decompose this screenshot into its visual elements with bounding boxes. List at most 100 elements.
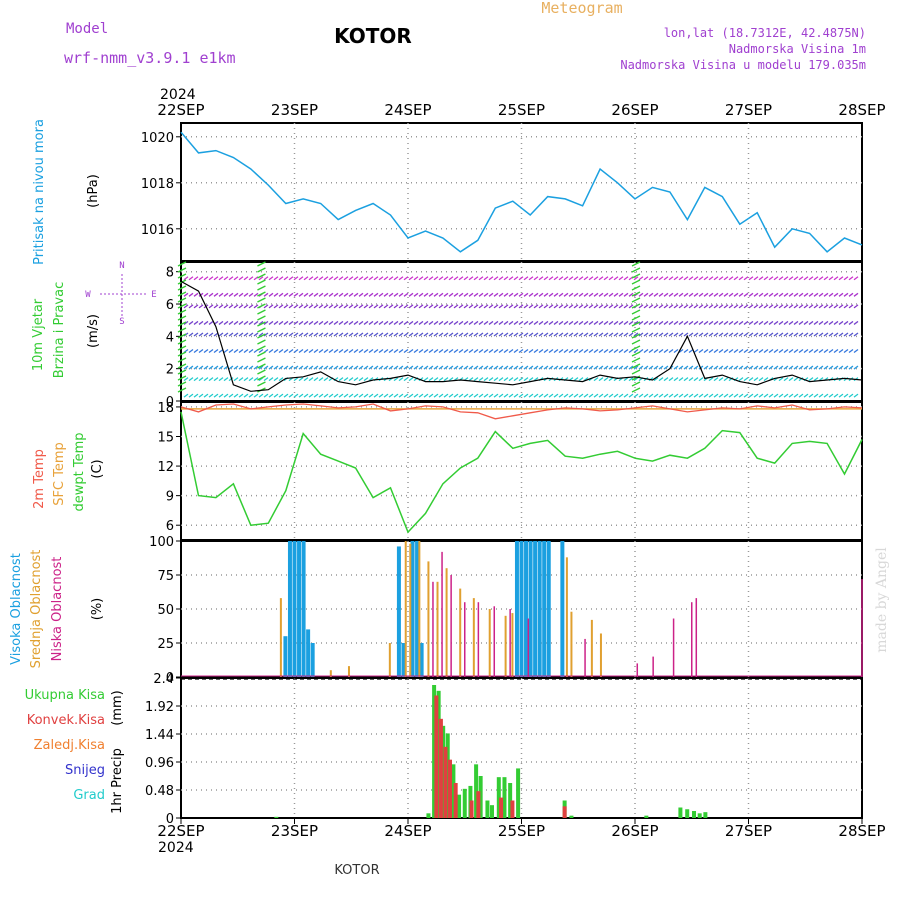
temp-legend-dewpt: dewpt Temp <box>72 432 87 511</box>
cloud-bar <box>410 541 415 677</box>
precip-bar <box>432 685 437 818</box>
precip-legend-total: Ukupna Kisa <box>25 688 105 703</box>
cloud-bar <box>546 541 551 677</box>
precip-label: 1hr Precip <box>110 748 125 814</box>
precip-bar <box>678 807 683 818</box>
precip-bar <box>489 805 494 818</box>
cloud-bar <box>401 643 406 677</box>
precip-bar <box>469 800 474 818</box>
wind-barb-row <box>183 348 859 354</box>
cloud-bar <box>493 606 496 677</box>
cloud-bar <box>691 602 693 677</box>
cloud-bar <box>528 541 533 677</box>
cloud-bar <box>519 541 524 677</box>
footer-station: KOTOR <box>334 863 379 878</box>
precip-legend-conv: Konvek.Kisa <box>27 713 105 728</box>
cloud-bar <box>472 598 475 677</box>
precip-bar <box>644 815 649 818</box>
y-tick-label: 15 <box>157 431 174 446</box>
wind-barb-row <box>183 365 859 370</box>
precip-bar <box>499 797 504 818</box>
precip-bar <box>562 806 567 818</box>
y-tick-label: 0 <box>166 671 174 686</box>
x-tick-label-top: 22SEP <box>157 101 204 119</box>
precip-bar <box>443 746 448 818</box>
cloud-bar <box>419 643 424 677</box>
precip-bar <box>496 777 501 818</box>
x-tick-label-top: 23SEP <box>271 101 318 119</box>
cloud-bar <box>415 541 420 677</box>
precip-bar <box>476 791 481 818</box>
y-tick-label: 100 <box>149 535 174 550</box>
cloud-bar <box>297 541 302 677</box>
y-tick-label: 12 <box>157 460 174 475</box>
wind-barb-row <box>183 393 859 398</box>
precip-bar <box>485 800 490 818</box>
wind-barb-row <box>183 332 859 337</box>
x-tick-label-bottom: 26SEP <box>611 822 658 840</box>
station-title: KOTOR <box>334 24 412 48</box>
cloud-bar <box>511 613 514 677</box>
cloud-bar <box>450 575 452 677</box>
precip-legend-snow: Snijeg <box>65 763 105 778</box>
cloud-bar <box>527 618 530 677</box>
y-tick-label: 1018 <box>141 177 174 192</box>
wind-label-line2: Brzina i Pravac <box>52 282 67 379</box>
y-tick-label: 0.48 <box>145 784 174 799</box>
cloud-bar <box>292 541 297 677</box>
cloud-bar <box>590 619 593 677</box>
cloud-bar <box>409 543 412 677</box>
cloud-bar <box>306 629 311 677</box>
cloud-bar <box>652 656 654 677</box>
precip-bar <box>438 718 443 818</box>
precip-bar <box>697 813 702 818</box>
precip-bar <box>516 768 521 818</box>
wind-speed-line <box>180 280 863 392</box>
year-top: 2024 <box>160 87 196 103</box>
precip-bar <box>508 783 513 818</box>
precip-bar <box>502 777 507 818</box>
precip-bar <box>426 813 431 818</box>
product-title: Meteogram <box>541 0 622 17</box>
cloud-bar <box>436 581 439 677</box>
cloud-bar <box>560 541 565 677</box>
wind-barb-row <box>183 320 859 325</box>
cloud-bar <box>570 611 573 677</box>
y-tick-label: 1.92 <box>145 700 174 715</box>
precip-bar <box>434 695 439 818</box>
y-tick-label: 75 <box>157 569 174 584</box>
plot-area: 1016101810200246869121518025507510000.48… <box>141 101 886 840</box>
x-tick-label-top: 27SEP <box>725 101 772 119</box>
cloud-bar <box>418 541 421 677</box>
y-tick-label: 8 <box>166 266 174 281</box>
temp-legend-2m: 2m Temp <box>32 449 47 509</box>
cloud-bar <box>537 541 542 677</box>
model-name: wrf-nmm_v3.9.1 e1km <box>64 49 236 67</box>
temp-unit: (C) <box>90 459 105 478</box>
cloud-bar <box>301 541 306 677</box>
cloud-bar <box>432 581 434 677</box>
precip-bar <box>510 800 515 818</box>
precip-bar <box>453 783 458 818</box>
cloud-bar <box>445 568 448 677</box>
y-tick-label: 2.4 <box>153 672 174 687</box>
y-tick-label: 1020 <box>141 131 174 146</box>
pressure-unit: (hPa) <box>86 174 101 208</box>
x-tick-label-bottom: 27SEP <box>725 822 772 840</box>
x-tick-label-bottom: 22SEP <box>157 822 204 840</box>
cloud-bar <box>279 598 282 677</box>
x-tick-label-top: 26SEP <box>611 101 658 119</box>
x-tick-label-top: 24SEP <box>384 101 431 119</box>
cloud-legend-mid: Srednja Oblacnost <box>29 550 44 669</box>
y-tick-label: 1.44 <box>145 728 174 743</box>
cloud-bar <box>636 663 639 677</box>
pressure-label: Pritisak na nivou mora <box>32 119 47 265</box>
year-bottom: 2024 <box>158 840 194 856</box>
cloud-bar <box>287 541 292 677</box>
x-tick-label-top: 25SEP <box>498 101 545 119</box>
compass-e: E <box>151 290 156 300</box>
cloud-bar <box>396 546 401 677</box>
cloud-bar <box>404 541 407 677</box>
precip-bar <box>445 733 450 818</box>
